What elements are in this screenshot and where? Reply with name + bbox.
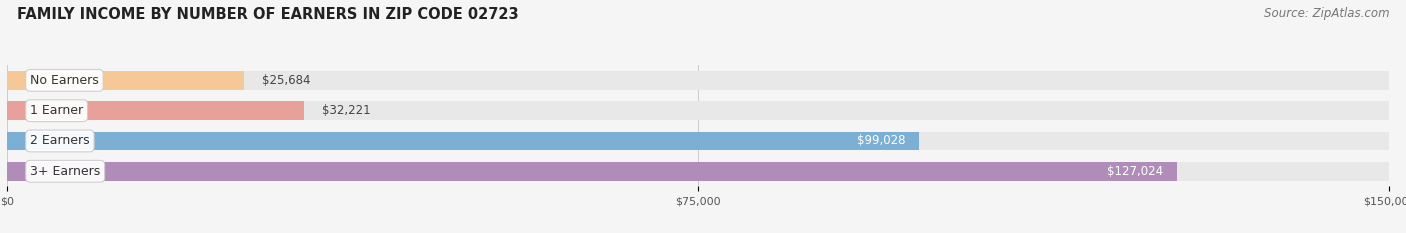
- Text: 3+ Earners: 3+ Earners: [30, 165, 100, 178]
- Bar: [7, 71, 1389, 90]
- Text: $32,221: $32,221: [322, 104, 371, 117]
- Bar: [7, 162, 1389, 181]
- Text: No Earners: No Earners: [30, 74, 98, 87]
- Bar: [7, 162, 1177, 181]
- Text: $99,028: $99,028: [858, 134, 905, 147]
- Text: FAMILY INCOME BY NUMBER OF EARNERS IN ZIP CODE 02723: FAMILY INCOME BY NUMBER OF EARNERS IN ZI…: [17, 7, 519, 22]
- Text: $127,024: $127,024: [1108, 165, 1164, 178]
- Text: Source: ZipAtlas.com: Source: ZipAtlas.com: [1264, 7, 1389, 20]
- Bar: [7, 101, 304, 120]
- Text: 1 Earner: 1 Earner: [30, 104, 83, 117]
- Bar: [7, 132, 1389, 150]
- Text: 2 Earners: 2 Earners: [30, 134, 90, 147]
- Bar: [7, 132, 920, 150]
- Bar: [7, 71, 243, 90]
- Text: $25,684: $25,684: [262, 74, 311, 87]
- Bar: [7, 101, 1389, 120]
